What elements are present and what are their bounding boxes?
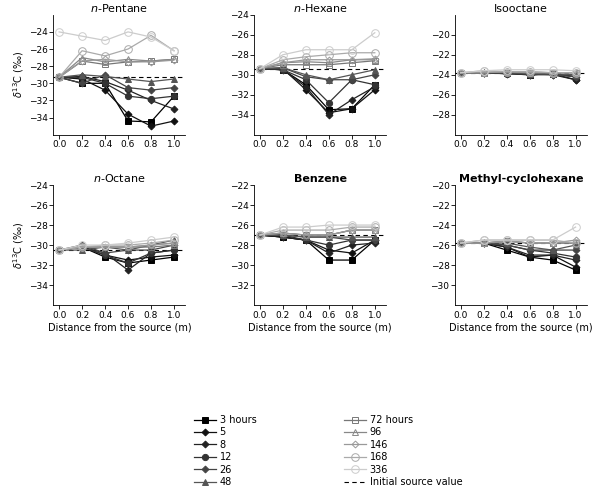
X-axis label: Distance from the source (m): Distance from the source (m) [248,322,392,333]
Title: Methyl-cyclohexane: Methyl-cyclohexane [459,174,584,184]
Y-axis label: $\delta^{13}$C (‰): $\delta^{13}$C (‰) [11,51,26,98]
Title: Isooctane: Isooctane [494,4,548,14]
Title: Benzene: Benzene [294,174,347,184]
X-axis label: Distance from the source (m): Distance from the source (m) [47,322,191,333]
Y-axis label: $\delta^{13}$C (‰): $\delta^{13}$C (‰) [11,221,26,269]
Title: $\it{n}$-Octane: $\it{n}$-Octane [93,172,146,184]
Title: $\it{n}$-Pentane: $\it{n}$-Pentane [90,2,148,14]
Legend: 72 hours, 96, 146, 168, 336, Initial source value: 72 hours, 96, 146, 168, 336, Initial sou… [345,415,462,487]
X-axis label: Distance from the source (m): Distance from the source (m) [449,322,593,333]
Legend: 3 hours, 5, 8, 12, 26, 48: 3 hours, 5, 8, 12, 26, 48 [195,415,256,487]
Title: $\it{n}$-Hexane: $\it{n}$-Hexane [293,2,347,14]
